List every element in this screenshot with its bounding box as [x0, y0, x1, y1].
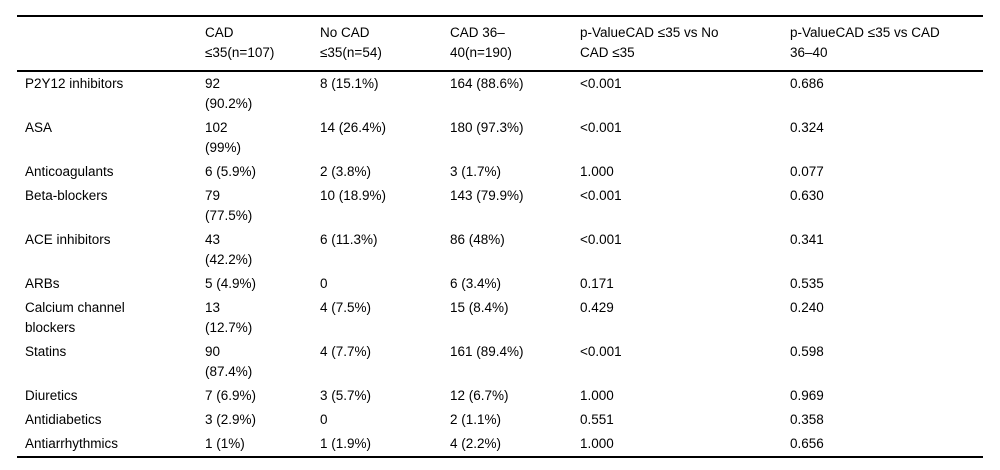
header-row: CAD ≤35(n=107) No CAD ≤35(n=54) CAD 36– 40… [17, 16, 983, 72]
cell-value: 0.429 [580, 300, 614, 315]
cell-value: 4 (7.7%) [320, 344, 372, 359]
table-row: P2Y12 inhibitors 92 (90.2%) 8 (15.1%) 164 (… [17, 71, 983, 116]
cell-value: 0.686 [790, 76, 824, 91]
cell-value: 3 (5.7%) [320, 388, 372, 403]
row-label-column-header [17, 16, 205, 72]
cell-value: <0.001 [580, 120, 622, 135]
cell-value: 0.358 [790, 412, 824, 427]
cell-value: 3 (2.9%) [205, 412, 257, 427]
row-label: Antiarrhythmics [25, 436, 119, 451]
cell-value: 14 (26.4%) [320, 120, 387, 135]
table-row: ACE inhibitors 43 (42.2%) 6 (11.3%) 86 (48%… [17, 228, 983, 272]
cell-value: 79 (77.5%) [205, 188, 253, 223]
cell-value: <0.001 [580, 188, 622, 203]
column-header: p-ValueCAD ≤35 vs No CAD ≤35 [580, 16, 790, 72]
table-row: Antiarrhythmics 1 (1%) 1 (1.9%) 4 (2.2%) 1.0… [17, 432, 983, 457]
cell-value: 0.077 [790, 164, 824, 179]
row-label: Beta-blockers [25, 188, 108, 203]
cell-value: 43 (42.2%) [205, 232, 253, 267]
cell-value: 2 (1.1%) [450, 412, 502, 427]
column-header: CAD 36– 40(n=190) [450, 16, 580, 72]
cell-value: 0.598 [790, 344, 824, 359]
row-label: Statins [25, 344, 67, 359]
column-header: CAD ≤35(n=107) [205, 16, 320, 72]
cell-value: 3 (1.7%) [450, 164, 502, 179]
cell-value: 0.630 [790, 188, 824, 203]
row-label: ACE inhibitors [25, 232, 111, 247]
table-row: ARBs 5 (4.9%) 0 6 (3.4%) 0.171 0.535 [17, 272, 983, 296]
column-header: No CAD ≤35(n=54) [320, 16, 450, 72]
cell-value: 1.000 [580, 436, 614, 451]
table-row: Diuretics 7 (6.9%) 3 (5.7%) 12 (6.7%) 1.000 0… [17, 384, 983, 408]
cell-value: 0 [320, 412, 328, 427]
cell-value: 4 (7.5%) [320, 300, 372, 315]
cell-value: 180 (97.3%) [450, 120, 524, 135]
cell-value: 15 (8.4%) [450, 300, 509, 315]
row-label: Antidiabetics [25, 412, 102, 427]
cell-value: 0 [320, 276, 328, 291]
cell-value: 8 (15.1%) [320, 76, 379, 91]
cell-value: 1.000 [580, 388, 614, 403]
cell-value: 6 (11.3%) [320, 232, 378, 247]
row-label: Calcium channel blockers [25, 300, 125, 335]
cell-value: 7 (6.9%) [205, 388, 257, 403]
cell-value: 0.551 [580, 412, 614, 427]
row-label: P2Y12 inhibitors [25, 76, 124, 91]
row-label: ARBs [25, 276, 60, 291]
cell-value: 13 (12.7%) [205, 300, 253, 335]
row-label: Anticoagulants [25, 164, 114, 179]
cell-value: 2 (3.8%) [320, 164, 372, 179]
table-row: Calcium channel blockers 13 (12.7%) 4 (7.5… [17, 296, 983, 340]
cell-value: <0.001 [580, 76, 622, 91]
medication-table: CAD ≤35(n=107) No CAD ≤35(n=54) CAD 36– 40… [17, 15, 983, 458]
cell-value: 0.324 [790, 120, 824, 135]
cell-value: 0.969 [790, 388, 824, 403]
table-row: ASA 102 (99%) 14 (26.4%) 180 (97.3%) <0.001 0… [17, 116, 983, 160]
column-header: p-ValueCAD ≤35 vs CAD 36–40 [790, 16, 983, 72]
cell-value: 0.171 [580, 276, 614, 291]
cell-value: 1 (1%) [205, 436, 245, 451]
row-label: Diuretics [25, 388, 78, 403]
table-body: P2Y12 inhibitors 92 (90.2%) 8 (15.1%) 164 (… [17, 71, 983, 457]
row-label: ASA [25, 120, 53, 135]
cell-value: 143 (79.9%) [450, 188, 524, 203]
cell-value: 6 (5.9%) [205, 164, 257, 179]
cell-value: 0.535 [790, 276, 824, 291]
cell-value: 5 (4.9%) [205, 276, 257, 291]
cell-value: 1 (1.9%) [320, 436, 372, 451]
table-row: Beta-blockers 79 (77.5%) 10 (18.9%) 143 (79… [17, 184, 983, 228]
cell-value: 92 (90.2%) [205, 76, 253, 111]
cell-value: 102 (99%) [205, 120, 242, 155]
table-row: Anticoagulants 6 (5.9%) 2 (3.8%) 3 (1.7%) 1.… [17, 160, 983, 184]
cell-value: 90 (87.4%) [205, 344, 253, 379]
cell-value: 86 (48%) [450, 232, 505, 247]
cell-value: 12 (6.7%) [450, 388, 509, 403]
table-row: Statins 90 (87.4%) 4 (7.7%) 161 (89.4%) <0.0… [17, 340, 983, 384]
cell-value: 0.656 [790, 436, 824, 451]
cell-value: 161 (89.4%) [450, 344, 524, 359]
cell-value: 0.341 [790, 232, 824, 247]
cell-value: 6 (3.4%) [450, 276, 502, 291]
table-row: Antidiabetics 3 (2.9%) 0 2 (1.1%) 0.551 0.358 [17, 408, 983, 432]
cell-value: <0.001 [580, 344, 622, 359]
table-header: CAD ≤35(n=107) No CAD ≤35(n=54) CAD 36– 40… [17, 16, 983, 72]
cell-value: 4 (2.2%) [450, 436, 502, 451]
cell-value: 164 (88.6%) [450, 76, 524, 91]
cell-value: 10 (18.9%) [320, 188, 387, 203]
cell-value: <0.001 [580, 232, 622, 247]
cell-value: 0.240 [790, 300, 824, 315]
cell-value: 1.000 [580, 164, 614, 179]
